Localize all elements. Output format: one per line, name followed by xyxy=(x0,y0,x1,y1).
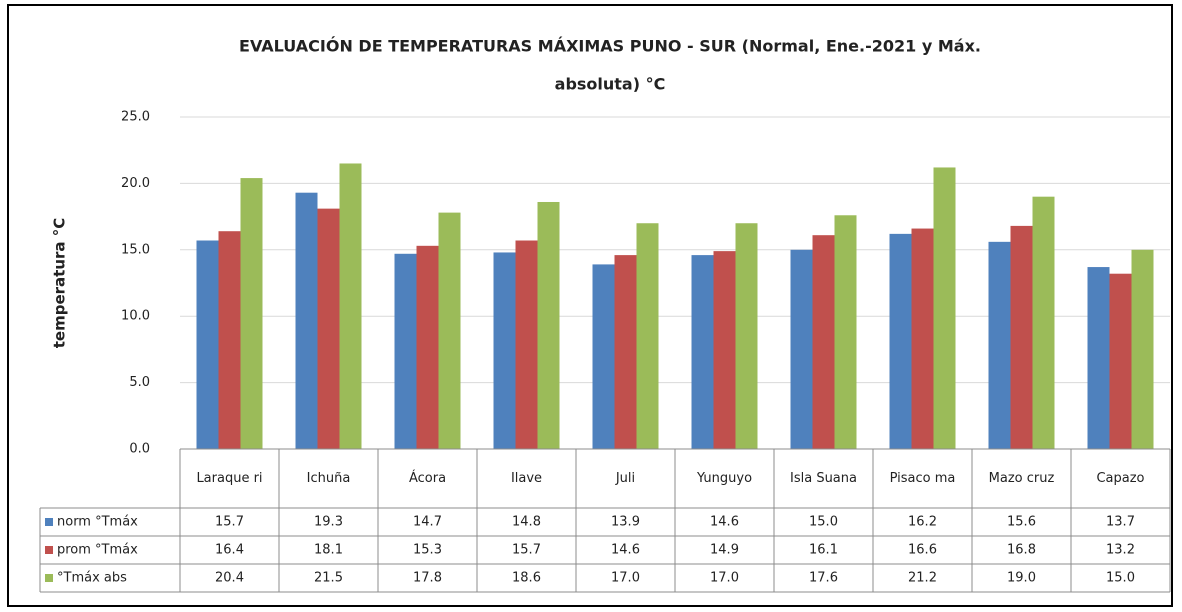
bar xyxy=(1087,267,1110,449)
bar xyxy=(812,235,835,449)
category-label: Yunguyo xyxy=(696,471,752,486)
legend-key xyxy=(45,574,53,582)
category-label: Ilave xyxy=(511,471,542,486)
table-value: 19.0 xyxy=(1007,571,1036,586)
chart-title: EVALUACIÓN DE TEMPERATURAS MÁXIMAS PUNO … xyxy=(239,37,981,56)
bar xyxy=(218,231,241,449)
table-value: 15.3 xyxy=(413,543,442,558)
bar xyxy=(713,251,736,449)
table-value: 15.7 xyxy=(512,543,541,558)
category-label: Capazo xyxy=(1096,471,1144,486)
legend-label: norm °Tmáx xyxy=(57,515,138,530)
y-axis-label: temperatura °C xyxy=(51,218,69,349)
bar xyxy=(339,163,362,450)
table-value: 13.9 xyxy=(611,515,640,530)
category-label: Isla Suana xyxy=(790,471,857,486)
table-value: 14.6 xyxy=(611,543,640,558)
table-value: 16.2 xyxy=(908,515,937,530)
bar xyxy=(295,192,318,450)
bar xyxy=(735,223,758,449)
y-tick-label: 15.0 xyxy=(121,242,150,257)
legend-key xyxy=(45,546,53,554)
bar xyxy=(889,233,912,449)
category-label: Ácora xyxy=(409,470,446,486)
bar xyxy=(691,255,714,449)
bar xyxy=(196,240,219,449)
category-label: Juli xyxy=(615,471,635,486)
bar xyxy=(515,240,538,449)
table-value: 16.1 xyxy=(809,543,838,558)
bar xyxy=(911,228,934,449)
table-value: 17.0 xyxy=(611,571,640,586)
table-value: 16.6 xyxy=(908,543,937,558)
table-value: 18.6 xyxy=(512,571,541,586)
y-tick-label: 20.0 xyxy=(121,176,150,191)
bar xyxy=(933,167,956,450)
bar xyxy=(592,264,615,449)
category-label: Laraque ri xyxy=(196,471,262,486)
table-value: 15.6 xyxy=(1007,515,1036,530)
bar xyxy=(416,245,439,449)
bar xyxy=(438,212,461,449)
table-value: 13.2 xyxy=(1106,543,1135,558)
table-value: 18.1 xyxy=(314,543,343,558)
bar xyxy=(614,255,637,449)
table-value: 14.9 xyxy=(710,543,739,558)
y-tick-label: 10.0 xyxy=(121,309,150,324)
table-value: 21.5 xyxy=(314,571,343,586)
y-tick-label: 0.0 xyxy=(129,442,150,457)
table-value: 15.0 xyxy=(809,515,838,530)
bar xyxy=(240,178,263,449)
table-value: 13.7 xyxy=(1106,515,1135,530)
bar xyxy=(493,252,516,449)
bar xyxy=(988,241,1011,449)
table-value: 15.7 xyxy=(215,515,244,530)
bar xyxy=(537,201,560,449)
table-value: 19.3 xyxy=(314,515,343,530)
bar xyxy=(394,253,417,449)
category-label: Pisaco ma xyxy=(890,471,956,486)
bar xyxy=(1010,225,1033,449)
legend-key xyxy=(45,518,53,526)
legend-label: prom °Tmáx xyxy=(57,543,138,558)
chart-title: absoluta) °C xyxy=(555,75,666,94)
table-value: 17.8 xyxy=(413,571,442,586)
table-value: 14.6 xyxy=(710,515,739,530)
table-value: 17.6 xyxy=(809,571,838,586)
bar xyxy=(317,208,340,449)
bar xyxy=(1131,249,1154,449)
table-value: 14.8 xyxy=(512,515,541,530)
bar xyxy=(636,223,659,449)
table-value: 16.4 xyxy=(215,543,244,558)
table-value: 16.8 xyxy=(1007,543,1036,558)
category-label: Mazo cruz xyxy=(989,471,1055,486)
bar xyxy=(834,215,857,449)
bar xyxy=(1109,273,1132,449)
table-value: 15.0 xyxy=(1106,571,1135,586)
y-tick-label: 25.0 xyxy=(121,110,150,125)
category-label: Ichuña xyxy=(307,471,351,486)
table-value: 14.7 xyxy=(413,515,442,530)
y-tick-label: 5.0 xyxy=(129,375,150,390)
table-value: 17.0 xyxy=(710,571,739,586)
legend-label: °Tmáx abs xyxy=(57,571,127,586)
bar xyxy=(1032,196,1055,449)
bar xyxy=(790,249,813,449)
table-value: 20.4 xyxy=(215,571,244,586)
table-value: 21.2 xyxy=(908,571,937,586)
